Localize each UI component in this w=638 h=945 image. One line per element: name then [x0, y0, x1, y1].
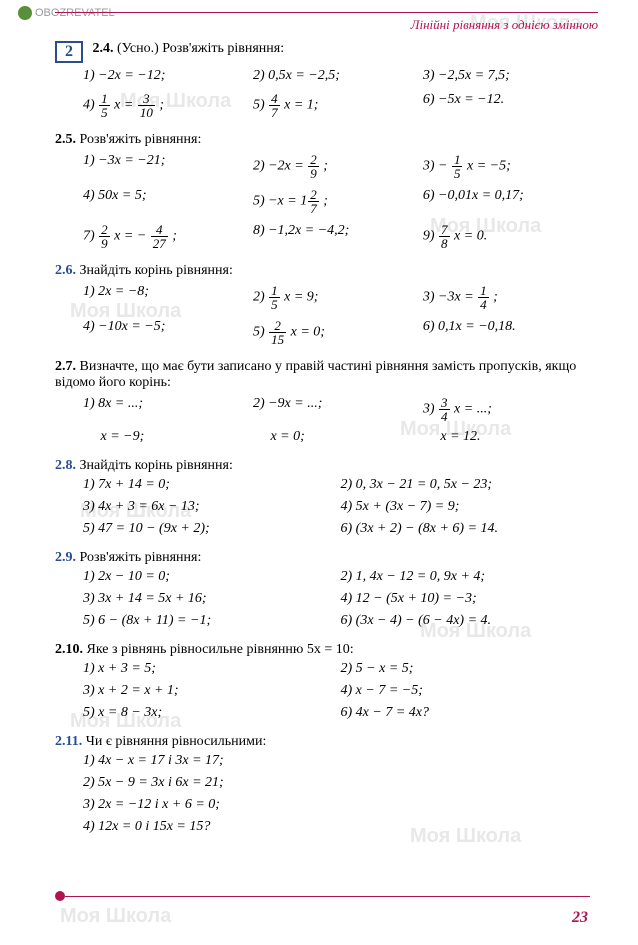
- page-number: 23: [572, 909, 588, 927]
- problem-title: Знайдіть корінь рівняння:: [80, 458, 233, 473]
- eq: 3) x + 2 = x + 1;: [83, 680, 341, 702]
- problem-label: 2.9.: [55, 550, 76, 565]
- chapter-title: Лінійні рівняння з однією змінною: [55, 12, 598, 33]
- eq: 3) 2x = −12 і x + 6 = 0;: [83, 794, 598, 816]
- eq: 2) 0,5x = −2,5;: [253, 65, 423, 87]
- problem-title: Визначте, що має бути записано у правій …: [55, 359, 576, 390]
- eq: 4) 5x + (3x − 7) = 9;: [341, 496, 599, 518]
- problem-2-5: 2.5. Розв'яжіть рівняння: 1) −3x = −21; …: [55, 132, 598, 253]
- eq: 3) −3x = 14 ;: [423, 281, 593, 314]
- eq: 5) 47 = 10 − (9x + 2);: [83, 518, 341, 540]
- eq: 5) 6 − (8x + 11) = −1;: [83, 610, 341, 632]
- eq: 2) −9x = ...;: [253, 393, 423, 426]
- level-badge: 2: [55, 41, 83, 63]
- problem-2-6: 2.6. Знайдіть корінь рівняння: 1) 2x = −…: [55, 263, 598, 349]
- eq: 2) 15 x = 9;: [253, 281, 423, 314]
- eq: 4) 12x = 0 і 15x = 15?: [83, 816, 598, 838]
- eq: 5) 215 x = 0;: [253, 316, 423, 349]
- problem-title: Чи є рівняння рівносильними:: [86, 734, 267, 749]
- eq: 6) −0,01x = 0,17;: [423, 185, 593, 218]
- page-content: Лінійні рівняння з однією змінною 2 2.4.…: [0, 0, 638, 858]
- eq: 4) 50x = 5;: [83, 185, 253, 218]
- eq: 2) 0, 3x − 21 = 0, 5x − 23;: [341, 474, 599, 496]
- eq: 5) x = 8 − 3x;: [83, 702, 341, 724]
- eq: 4) x − 7 = −5;: [341, 680, 599, 702]
- eq: x = 0;: [253, 426, 423, 448]
- eq: x = −9;: [83, 426, 253, 448]
- problem-2-10: 2.10. Яке з рівнянь рівносильне рівнянню…: [55, 642, 598, 724]
- problem-title: Розв'яжіть рівняння:: [80, 132, 202, 147]
- problem-label: 2.11.: [55, 734, 82, 749]
- problem-2-7: 2.7. Визначте, що має бути записано у пр…: [55, 359, 598, 448]
- problem-label: 2.6.: [55, 263, 76, 278]
- bottom-rule: [65, 896, 590, 897]
- eq: 6) 0,1x = −0,18.: [423, 316, 593, 349]
- problem-2-9: 2.9. Розв'яжіть рівняння: 1) 2x − 10 = 0…: [55, 550, 598, 632]
- problem-label: 2.5.: [55, 132, 76, 147]
- problem-2-11: 2.11. Чи є рівняння рівносильними: 1) 4x…: [55, 734, 598, 838]
- watermark: Моя Школа: [60, 905, 171, 928]
- eq: 2) 1, 4x − 12 = 0, 9x + 4;: [341, 566, 599, 588]
- eq: 7) 29 x = − 427 ;: [83, 220, 253, 253]
- eq: 6) 4x − 7 = 4x?: [341, 702, 599, 724]
- problem-title: Знайдіть корінь рівняння:: [80, 263, 233, 278]
- problem-title: Розв'яжіть рівняння:: [80, 550, 202, 565]
- eq: 6) (3x + 2) − (8x + 6) = 14.: [341, 518, 599, 540]
- eq: 2) 5x − 9 = 3x і 6x = 21;: [83, 772, 598, 794]
- eq: 4) 12 − (5x + 10) = −3;: [341, 588, 599, 610]
- eq: 3) − 15 x = −5;: [423, 150, 593, 183]
- eq: 4) −10x = −5;: [83, 316, 253, 349]
- problem-label: 2.10.: [55, 642, 83, 657]
- eq: 3) 4x + 3 = 6x − 13;: [83, 496, 341, 518]
- problem-title: Яке з рівнянь рівносильне рівнянню 5x = …: [87, 642, 354, 657]
- problem-2-4: 2 2.4. (Усно.) Розв'яжіть рівняння: 1) −…: [55, 41, 598, 122]
- problem-label: 2.4.: [93, 41, 114, 56]
- eq: 5) −x = 127 ;: [253, 185, 423, 218]
- problem-2-8: 2.8. Знайдіть корінь рівняння: 1) 7x + 1…: [55, 458, 598, 540]
- eq: 3) 3x + 14 = 5x + 16;: [83, 588, 341, 610]
- problem-label: 2.8.: [55, 458, 76, 473]
- eq: 1) x + 3 = 5;: [83, 658, 341, 680]
- eq: 1) 7x + 14 = 0;: [83, 474, 341, 496]
- eq: 9) 78 x = 0.: [423, 220, 593, 253]
- page-dot-icon: [55, 891, 65, 901]
- eq: x = 12.: [423, 426, 593, 448]
- eq: 8) −1,2x = −4,2;: [253, 220, 423, 253]
- eq: 5) 47 x = 1;: [253, 89, 423, 122]
- eq: 1) −2x = −12;: [83, 65, 253, 87]
- eq: 6) (3x − 4) − (6 − 4x) = 4.: [341, 610, 599, 632]
- eq: 3) 34 x = ...;: [423, 393, 593, 426]
- problem-title: (Усно.) Розв'яжіть рівняння:: [117, 41, 284, 56]
- eq: 1) 2x = −8;: [83, 281, 253, 314]
- eq: 1) −3x = −21;: [83, 150, 253, 183]
- eq: 2) 5 − x = 5;: [341, 658, 599, 680]
- eq: 1) 8x = ...;: [83, 393, 253, 426]
- problem-label: 2.7.: [55, 359, 76, 374]
- eq: 2) −2x = 29 ;: [253, 150, 423, 183]
- eq: 1) 2x − 10 = 0;: [83, 566, 341, 588]
- eq: 6) −5x = −12.: [423, 89, 593, 122]
- eq: 3) −2,5x = 7,5;: [423, 65, 593, 87]
- eq: 4) 15 x = 310 ;: [83, 89, 253, 122]
- eq: 1) 4x − x = 17 і 3x = 17;: [83, 750, 598, 772]
